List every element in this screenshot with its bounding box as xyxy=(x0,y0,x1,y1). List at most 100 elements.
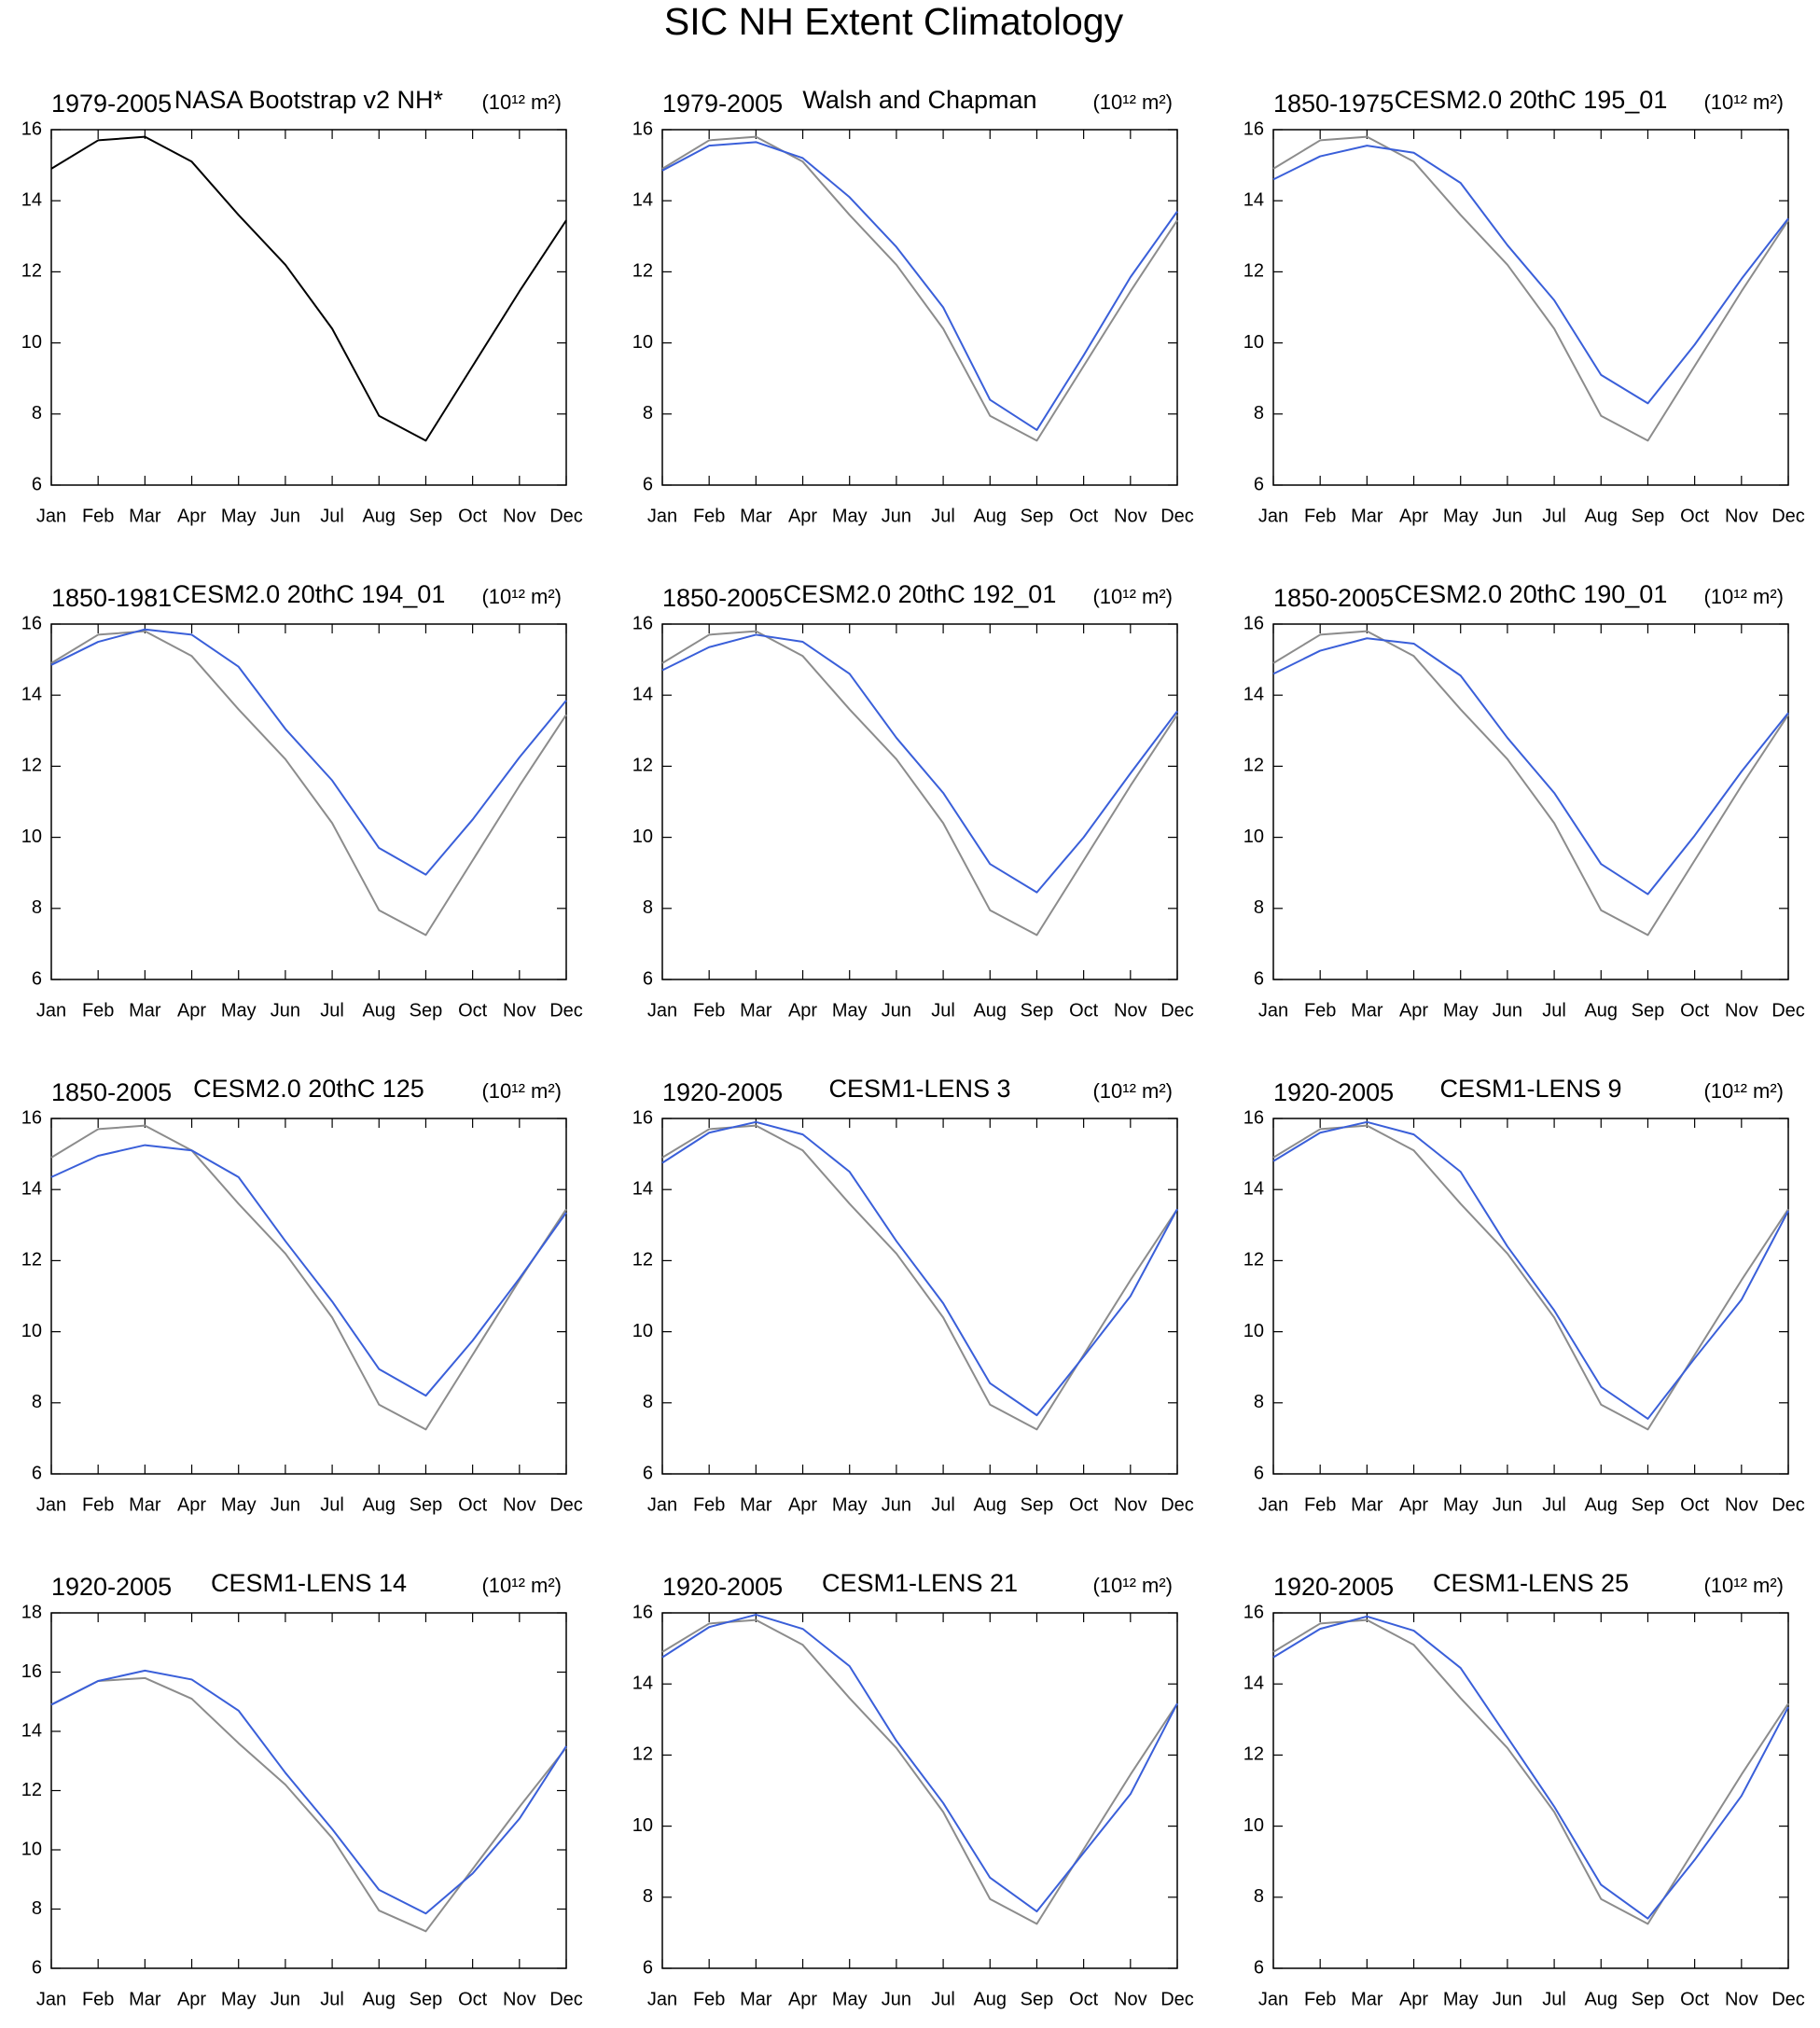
x-tick-label: Dec xyxy=(549,1494,583,1515)
y-tick-label: 16 xyxy=(21,1107,42,1128)
x-tick-label: Mar xyxy=(129,1989,161,2009)
y-tick-label: 10 xyxy=(1243,1815,1264,1836)
x-tick-label: Sep xyxy=(410,1989,443,2009)
x-tick-label: Jun xyxy=(882,1989,911,2009)
x-tick-label: Oct xyxy=(1069,1000,1099,1021)
y-tick-label: 14 xyxy=(632,1673,653,1693)
y-tick-label: 8 xyxy=(32,403,42,424)
plot-frame xyxy=(50,623,567,980)
y-tick-label: 12 xyxy=(21,1250,42,1271)
panel-period: 1920-2005 xyxy=(1273,1573,1394,1601)
y-tick-label: 10 xyxy=(1243,826,1264,847)
y-tick-label: 16 xyxy=(632,118,653,139)
x-tick-label: Mar xyxy=(740,1000,772,1021)
y-tick-label: 6 xyxy=(1254,1463,1264,1483)
panel-title: CESM2.0 20thC 195_01 xyxy=(1395,86,1668,114)
y-tick-label: 10 xyxy=(21,1839,42,1859)
series-line xyxy=(50,628,567,876)
figure-title: SIC NH Extent Climatology xyxy=(664,0,1124,43)
x-tick-label: Apr xyxy=(788,506,817,526)
y-tick-label: 8 xyxy=(1254,1886,1264,1907)
x-tick-label: Dec xyxy=(1771,1494,1805,1515)
panel-title: CESM2.0 20thC 190_01 xyxy=(1395,580,1668,608)
x-tick-label: Jul xyxy=(320,1989,344,2009)
x-tick-label: Apr xyxy=(788,1494,817,1515)
plot-frame xyxy=(1272,1118,1789,1475)
series-line xyxy=(50,1676,567,1933)
x-tick-label: Dec xyxy=(1160,506,1194,526)
x-tick-label: Jul xyxy=(931,506,955,526)
x-tick-label: Mar xyxy=(740,1494,772,1515)
x-tick-label: Apr xyxy=(788,1989,817,2009)
y-tick-label: 12 xyxy=(1243,756,1264,776)
y-tick-label: 16 xyxy=(21,1661,42,1682)
y-tick-label: 10 xyxy=(632,1815,653,1836)
x-tick-label: Aug xyxy=(362,1989,396,2009)
y-tick-label: 14 xyxy=(21,1720,42,1741)
x-tick-label: Jun xyxy=(882,506,911,526)
y-tick-label: 16 xyxy=(1243,1107,1264,1128)
x-tick-label: Sep xyxy=(410,506,443,526)
plot-frame xyxy=(661,1612,1178,1969)
x-tick-label: Jul xyxy=(931,1989,955,2009)
x-tick-label: Apr xyxy=(1399,1989,1428,2009)
x-tick-label: Oct xyxy=(458,1989,488,2009)
x-tick-label: Aug xyxy=(1584,1989,1618,2009)
panel-title: CESM1-LENS 9 xyxy=(1439,1075,1621,1103)
panel-title: CESM1-LENS 3 xyxy=(828,1075,1010,1103)
x-tick-label: Jan xyxy=(36,1989,66,2009)
x-tick-label: Dec xyxy=(549,1989,583,2009)
y-tick-label: 16 xyxy=(1243,1602,1264,1622)
y-tick-label: 16 xyxy=(632,1602,653,1622)
y-tick-label: 16 xyxy=(21,613,42,633)
x-tick-label: Apr xyxy=(177,1989,206,2009)
x-tick-label: Sep xyxy=(1021,1989,1054,2009)
x-tick-label: May xyxy=(832,1000,868,1021)
y-tick-label: 8 xyxy=(643,897,653,918)
panel-title: NASA Bootstrap v2 NH* xyxy=(174,86,444,114)
x-tick-label: Feb xyxy=(1304,1494,1336,1515)
x-tick-label: Oct xyxy=(458,506,488,526)
y-tick-label: 14 xyxy=(21,189,42,210)
panel-period: 1979-2005 xyxy=(51,90,172,118)
x-tick-label: Aug xyxy=(973,1989,1007,2009)
x-tick-label: Aug xyxy=(1584,506,1618,526)
x-tick-label: Mar xyxy=(1351,506,1383,526)
plot-frame xyxy=(50,1118,567,1475)
x-tick-label: Aug xyxy=(362,1494,396,1515)
x-tick-label: Dec xyxy=(1771,1989,1805,2009)
series-line xyxy=(1272,1120,1789,1420)
x-tick-label: Jul xyxy=(320,1000,344,1021)
y-tick-label: 12 xyxy=(632,261,653,282)
y-tick-label: 8 xyxy=(32,897,42,918)
x-tick-label: May xyxy=(832,1494,868,1515)
x-tick-label: Jul xyxy=(1542,1989,1566,2009)
x-tick-label: Jun xyxy=(271,1494,300,1515)
y-tick-label: 6 xyxy=(32,968,42,989)
x-tick-label: Feb xyxy=(82,506,114,526)
x-tick-label: Oct xyxy=(1069,506,1099,526)
x-tick-label: Feb xyxy=(1304,506,1336,526)
x-tick-label: May xyxy=(221,506,257,526)
x-tick-label: Jan xyxy=(647,1989,677,2009)
x-tick-label: Mar xyxy=(129,1494,161,1515)
x-tick-label: Oct xyxy=(1680,1000,1710,1021)
x-tick-label: May xyxy=(1443,1000,1479,1021)
y-tick-label: 6 xyxy=(643,1957,653,1978)
x-tick-label: Apr xyxy=(177,1000,206,1021)
plot-frame xyxy=(50,1612,567,1969)
x-tick-label: Jan xyxy=(36,506,66,526)
x-tick-label: Aug xyxy=(362,506,396,526)
series-line xyxy=(661,630,1178,937)
x-tick-label: May xyxy=(221,1494,257,1515)
panel-title: Walsh and Chapman xyxy=(802,86,1036,114)
x-tick-label: Sep xyxy=(410,1494,443,1515)
x-tick-label: Feb xyxy=(693,1989,725,2009)
x-tick-label: Mar xyxy=(1351,1989,1383,2009)
x-tick-label: Aug xyxy=(973,1494,1007,1515)
plot-frame xyxy=(661,1118,1178,1475)
y-tick-label: 10 xyxy=(21,826,42,847)
x-tick-label: Jun xyxy=(271,1989,300,2009)
series-line xyxy=(50,1669,567,1915)
y-tick-label: 6 xyxy=(1254,1957,1264,1978)
